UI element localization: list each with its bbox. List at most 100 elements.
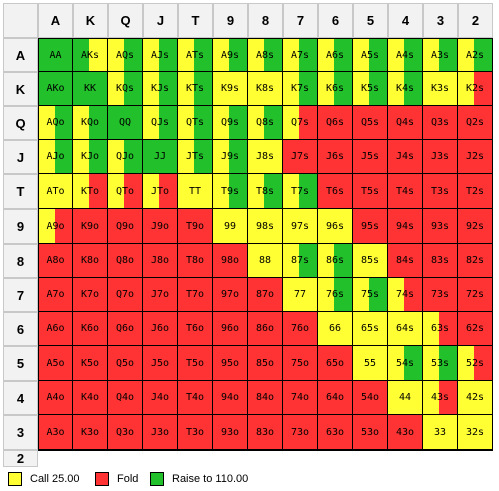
hand-cell[interactable]: 52s: [458, 346, 493, 381]
hand-cell[interactable]: A9s: [213, 38, 248, 72]
hand-cell[interactable]: 74o: [283, 381, 318, 415]
hand-cell[interactable]: 83s: [423, 244, 458, 278]
hand-cell[interactable]: 98o: [213, 244, 248, 278]
hand-cell[interactable]: A4s: [388, 38, 423, 72]
hand-cell[interactable]: 76s: [318, 278, 353, 312]
hand-cell[interactable]: A5s: [353, 38, 388, 72]
hand-cell[interactable]: K2o: [73, 450, 108, 451]
hand-cell[interactable]: 62s: [458, 312, 493, 346]
hand-cell[interactable]: 96o: [213, 312, 248, 346]
hand-cell[interactable]: JTo: [143, 174, 178, 209]
hand-cell[interactable]: 94o: [213, 381, 248, 415]
hand-cell[interactable]: 86o: [248, 312, 283, 346]
hand-cell[interactable]: T6o: [178, 312, 213, 346]
hand-cell[interactable]: AQs: [108, 38, 143, 72]
hand-cell[interactable]: Q2o: [108, 450, 143, 451]
hand-cell[interactable]: K7s: [283, 72, 318, 106]
hand-cell[interactable]: 93s: [423, 209, 458, 244]
hand-cell[interactable]: 87o: [248, 278, 283, 312]
hand-cell[interactable]: 54o: [353, 381, 388, 415]
hand-cell[interactable]: T9s: [213, 174, 248, 209]
hand-cell[interactable]: T5o: [178, 346, 213, 381]
hand-cell[interactable]: Q8o: [108, 244, 143, 278]
hand-cell[interactable]: K2s: [458, 72, 493, 106]
hand-cell[interactable]: 88: [248, 244, 283, 278]
hand-cell[interactable]: KTo: [73, 174, 108, 209]
hand-cell[interactable]: 86s: [318, 244, 353, 278]
hand-cell[interactable]: K8s: [248, 72, 283, 106]
hand-cell[interactable]: 93o: [213, 415, 248, 450]
hand-cell[interactable]: T3s: [423, 174, 458, 209]
hand-cell[interactable]: T8o: [178, 244, 213, 278]
hand-cell[interactable]: 42s: [458, 381, 493, 415]
hand-cell[interactable]: K6o: [73, 312, 108, 346]
hand-cell[interactable]: K9o: [73, 209, 108, 244]
hand-cell[interactable]: 83o: [248, 415, 283, 450]
hand-cell[interactable]: A6o: [38, 312, 73, 346]
hand-cell[interactable]: J8o: [143, 244, 178, 278]
hand-cell[interactable]: AKs: [73, 38, 108, 72]
hand-cell[interactable]: 92o: [213, 450, 248, 451]
hand-cell[interactable]: A9o: [38, 209, 73, 244]
hand-cell[interactable]: J2o: [143, 450, 178, 451]
hand-cell[interactable]: Q6s: [318, 106, 353, 140]
hand-cell[interactable]: 53s: [423, 346, 458, 381]
hand-cell[interactable]: 33: [423, 415, 458, 450]
hand-cell[interactable]: K5s: [353, 72, 388, 106]
hand-cell[interactable]: J4s: [388, 140, 423, 174]
hand-cell[interactable]: T2s: [458, 174, 493, 209]
hand-cell[interactable]: 54s: [388, 346, 423, 381]
hand-cell[interactable]: ATo: [38, 174, 73, 209]
hand-cell[interactable]: 63s: [423, 312, 458, 346]
hand-cell[interactable]: AQo: [38, 106, 73, 140]
hand-cell[interactable]: 76o: [283, 312, 318, 346]
hand-cell[interactable]: T6s: [318, 174, 353, 209]
hand-cell[interactable]: 75s: [353, 278, 388, 312]
hand-cell[interactable]: AA: [38, 38, 73, 72]
hand-cell[interactable]: K5o: [73, 346, 108, 381]
hand-cell[interactable]: T9o: [178, 209, 213, 244]
hand-cell[interactable]: AKo: [38, 72, 73, 106]
hand-cell[interactable]: J3o: [143, 415, 178, 450]
hand-cell[interactable]: 75o: [283, 346, 318, 381]
hand-cell[interactable]: 94s: [388, 209, 423, 244]
hand-cell[interactable]: 32s: [458, 415, 493, 450]
hand-cell[interactable]: 55: [353, 346, 388, 381]
hand-cell[interactable]: QTs: [178, 106, 213, 140]
hand-cell[interactable]: 66: [318, 312, 353, 346]
hand-cell[interactable]: 99: [213, 209, 248, 244]
hand-cell[interactable]: A3s: [423, 38, 458, 72]
hand-cell[interactable]: Q4s: [388, 106, 423, 140]
hand-cell[interactable]: 96s: [318, 209, 353, 244]
hand-cell[interactable]: 43s: [423, 381, 458, 415]
hand-cell[interactable]: T7s: [283, 174, 318, 209]
hand-cell[interactable]: 84o: [248, 381, 283, 415]
hand-cell[interactable]: KQo: [73, 106, 108, 140]
hand-cell[interactable]: 84s: [388, 244, 423, 278]
hand-cell[interactable]: KK: [73, 72, 108, 106]
hand-cell[interactable]: 98s: [248, 209, 283, 244]
hand-cell[interactable]: A3o: [38, 415, 73, 450]
hand-cell[interactable]: T4s: [388, 174, 423, 209]
hand-cell[interactable]: J6s: [318, 140, 353, 174]
hand-cell[interactable]: AJo: [38, 140, 73, 174]
hand-cell[interactable]: T5s: [353, 174, 388, 209]
hand-cell[interactable]: K4o: [73, 381, 108, 415]
hand-cell[interactable]: T8s: [248, 174, 283, 209]
hand-cell[interactable]: 43o: [388, 415, 423, 450]
hand-cell[interactable]: J6o: [143, 312, 178, 346]
hand-cell[interactable]: Q8s: [248, 106, 283, 140]
hand-cell[interactable]: J7o: [143, 278, 178, 312]
hand-cell[interactable]: J7s: [283, 140, 318, 174]
hand-cell[interactable]: 87s: [283, 244, 318, 278]
hand-cell[interactable]: Q3s: [423, 106, 458, 140]
hand-cell[interactable]: A6s: [318, 38, 353, 72]
hand-cell[interactable]: A8s: [248, 38, 283, 72]
hand-cell[interactable]: J2s: [458, 140, 493, 174]
hand-cell[interactable]: 82s: [458, 244, 493, 278]
hand-cell[interactable]: 64o: [318, 381, 353, 415]
hand-cell[interactable]: J3s: [423, 140, 458, 174]
hand-cell[interactable]: 92s: [458, 209, 493, 244]
hand-cell[interactable]: Q5o: [108, 346, 143, 381]
hand-cell[interactable]: 85o: [248, 346, 283, 381]
